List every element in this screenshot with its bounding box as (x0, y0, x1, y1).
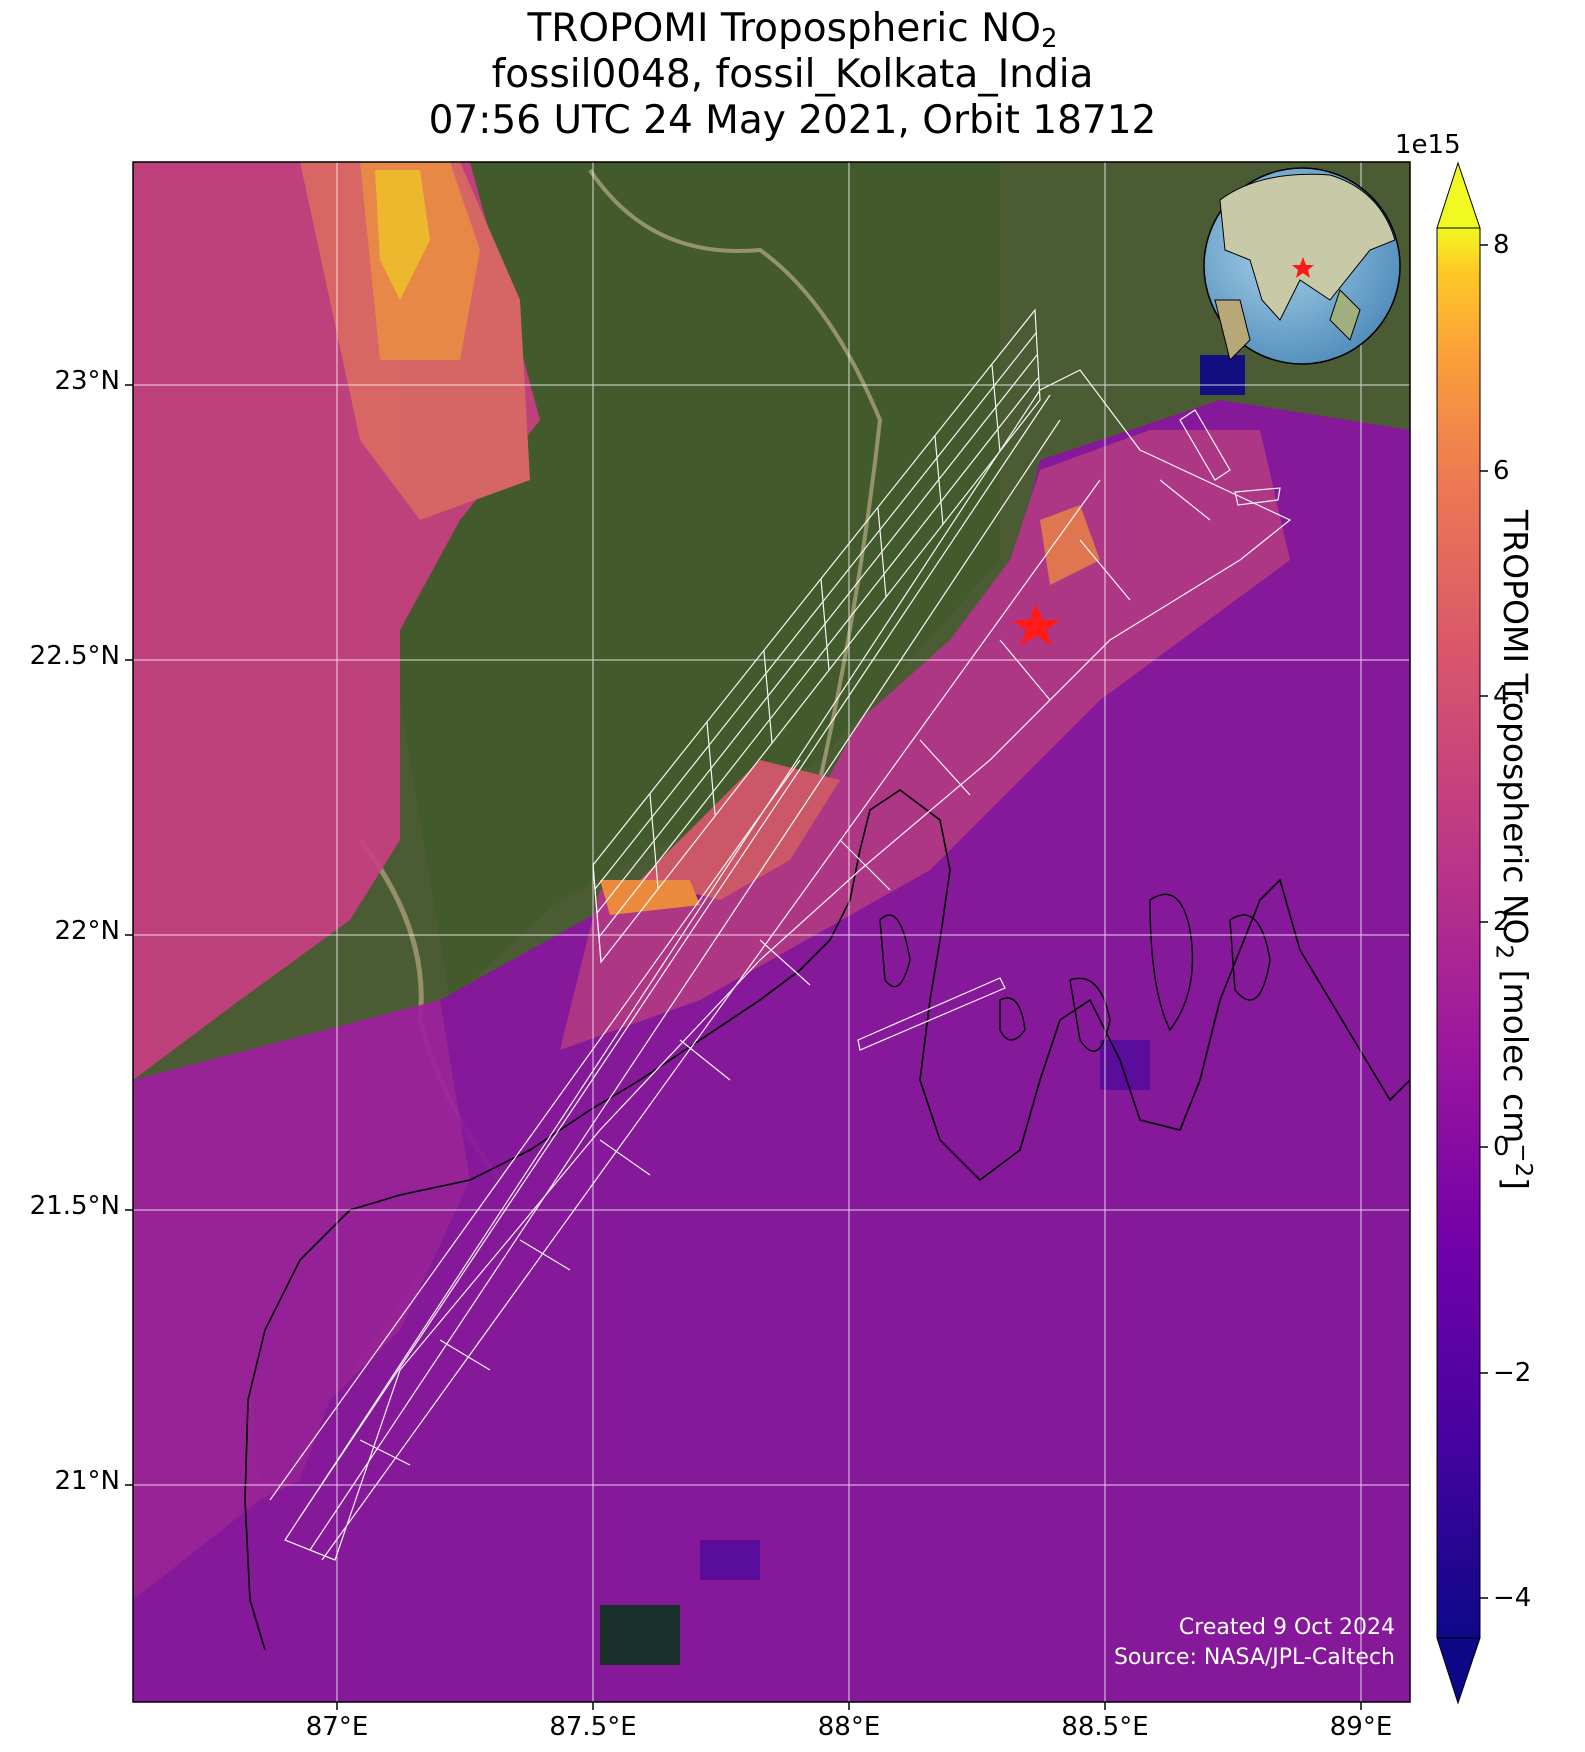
y-tick-label: 21.5°N (29, 1191, 120, 1221)
title-line3: 07:56 UTC 24 May 2021, Orbit 18712 (428, 98, 1157, 143)
x-tick-label: 87.5°E (549, 1712, 637, 1742)
globe-star-marker (1292, 257, 1314, 278)
colorbar-multiplier: 1e15 (1395, 130, 1461, 160)
footer-source: Source: NASA/JPL-Caltech (1113, 1645, 1395, 1670)
river (588, 168, 883, 781)
footer-created: Created 9 Oct 2024 (1178, 1615, 1395, 1640)
figure-title: TROPOMI Tropospheric NO2 fossil0048, fos… (0, 6, 1585, 144)
coastline (244, 789, 1410, 1651)
colorbar-tick-label: −2 (1493, 1358, 1532, 1388)
colorbar-tick-label: 2 (1493, 907, 1510, 937)
x-tick-label: 88.5°E (1061, 1712, 1149, 1742)
colorbar-gradient (1437, 228, 1480, 1638)
colorbar-tick-label: 4 (1493, 681, 1510, 711)
gridlines (133, 162, 1410, 1702)
target-star-marker (1012, 604, 1060, 646)
target-footprint (269, 308, 1292, 1561)
colorbar-tick-label: 8 (1493, 230, 1510, 260)
colorbar (1436, 161, 1488, 1705)
colorbar-extend-bottom (1436, 1637, 1481, 1705)
y-tick-label: 22°N (54, 916, 120, 946)
map-frame (132, 161, 1411, 1703)
colorbar-tick-label: 0 (1493, 1132, 1510, 1162)
y-tick-label: 21°N (54, 1466, 120, 1496)
x-tick-label: 87°E (305, 1712, 369, 1742)
colorbar-tick-label: −4 (1493, 1583, 1532, 1613)
y-tick-label: 23°N (54, 366, 120, 396)
x-tick-label: 88°E (817, 1712, 881, 1742)
colorbar-tick-label: 6 (1493, 456, 1510, 486)
sundarban-islands (879, 893, 1271, 1052)
title-line2: fossil0048, fossil_Kolkata_India (491, 52, 1094, 97)
y-tick-label: 22.5°N (29, 641, 120, 671)
x-tick-label: 89°E (1329, 1712, 1393, 1742)
land-shading (400, 162, 1000, 1000)
title-line1: TROPOMI Tropospheric NO2 (527, 6, 1058, 54)
colorbar-extend-top (1436, 161, 1481, 229)
inset-globe (1203, 167, 1401, 365)
